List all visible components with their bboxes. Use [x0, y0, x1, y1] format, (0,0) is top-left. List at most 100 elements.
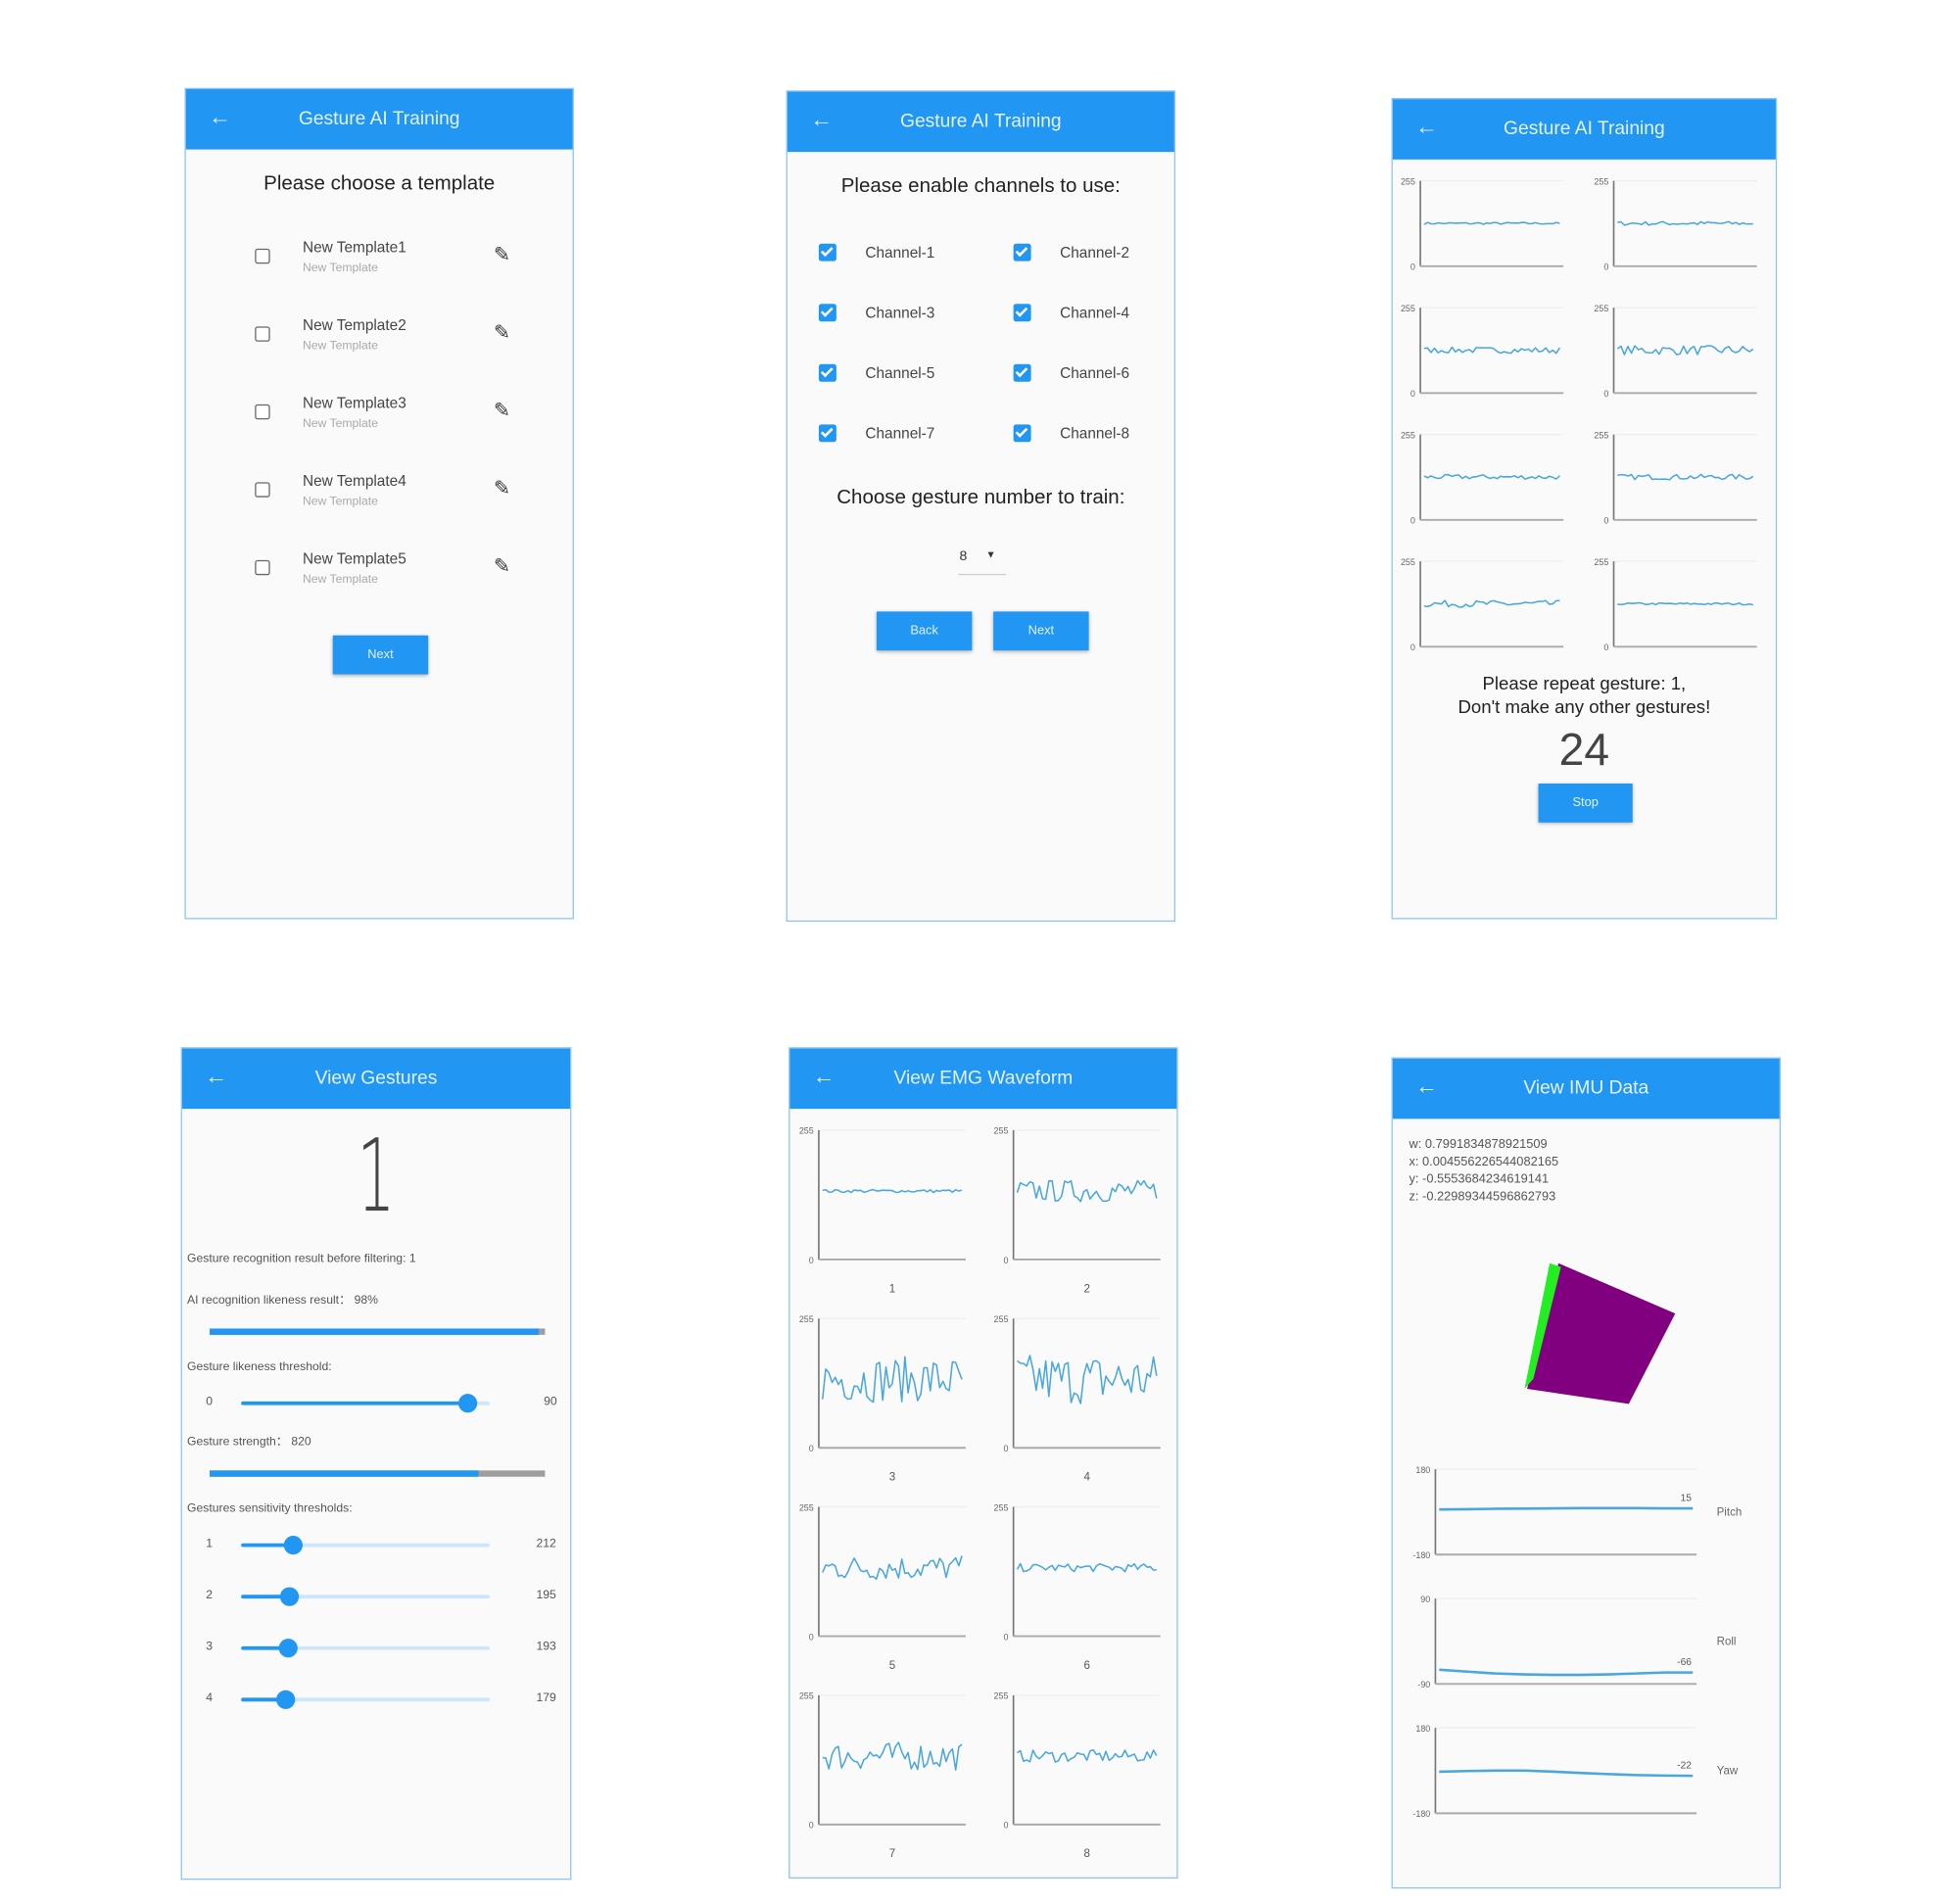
waveform-line [1617, 601, 1753, 606]
sensitivity-slider[interactable] [241, 1690, 491, 1709]
gesture-id: 1 [206, 1537, 214, 1551]
channel-checkbox[interactable] [1013, 243, 1031, 262]
pencil-icon[interactable]: ✎ [493, 400, 511, 422]
channel-item[interactable]: Channel-7 [818, 421, 970, 447]
emg-chart: 255 0 3 [799, 1314, 966, 1484]
y-max-label: 255 [994, 1314, 1009, 1324]
strength-label: Gesture strength： 820 [187, 1435, 311, 1450]
channel-label: Channel-5 [865, 363, 935, 382]
template-subtitle: New Template [302, 416, 378, 431]
channel-item[interactable]: Channel-4 [1013, 300, 1165, 325]
back-button[interactable]: Back [876, 611, 973, 651]
channel-checkbox[interactable] [1013, 363, 1031, 382]
template-name: New Template1 [302, 238, 406, 257]
channel-checkbox[interactable] [818, 363, 836, 382]
app-bar: ← View IMU Data [1392, 1058, 1780, 1119]
template-checkbox[interactable] [255, 482, 270, 498]
channel-checkbox[interactable] [818, 304, 836, 322]
arrow-left-icon[interactable]: ← [208, 104, 231, 130]
y-max-label: 255 [1401, 176, 1415, 186]
template-item[interactable]: New Template3 New Template ✎ [236, 383, 525, 433]
channel-item[interactable]: Channel-6 [1013, 360, 1165, 386]
stop-button[interactable]: Stop [1538, 784, 1633, 823]
recognized-gesture: 1 [357, 1118, 396, 1235]
sensitivity-slider[interactable] [241, 1536, 491, 1555]
app-title: View IMU Data [1523, 1077, 1649, 1099]
screen-choose-template: ← Gesture AI Training Please choose a te… [184, 87, 574, 920]
channel-label: 2 [1083, 1283, 1089, 1295]
arrow-left-icon[interactable]: ← [1414, 114, 1439, 140]
y-min-label: 0 [1004, 1632, 1009, 1642]
y-max-label: 180 [1415, 1465, 1430, 1475]
channel-checkbox[interactable] [818, 243, 836, 262]
sensitivity-row: 1 212 [182, 1536, 573, 1555]
y-min-label: 0 [809, 1256, 814, 1265]
template-item[interactable]: New Template4 New Template ✎ [236, 461, 525, 511]
template-item[interactable]: New Template1 New Template ✎ [236, 227, 525, 277]
channel-checkbox[interactable] [1013, 424, 1031, 443]
y-max-label: 255 [1594, 557, 1608, 567]
y-min-label: -180 [1412, 1809, 1430, 1819]
emg-chart: 255 0 [1594, 304, 1757, 399]
screen-emg-waveform: ← View EMG Waveform 255 0 1 255 0 2 255 0 3 255 0 4… [788, 1047, 1178, 1880]
slider-fill [241, 1595, 289, 1599]
channel-item[interactable]: Channel-8 [1013, 421, 1165, 447]
pencil-icon[interactable]: ✎ [493, 322, 511, 345]
quaternion-readout: w: 0.7991834878921509 x: 0.0045562265440… [1410, 1136, 1559, 1207]
pencil-icon[interactable]: ✎ [493, 245, 511, 266]
sensitivity-slider[interactable] [241, 1639, 491, 1658]
y-min-label: 0 [1410, 516, 1415, 526]
arrow-left-icon[interactable]: ← [812, 1063, 836, 1089]
template-checkbox[interactable] [255, 248, 270, 264]
app-title: Gesture AI Training [298, 108, 460, 130]
channel-label: Channel-4 [1060, 304, 1130, 322]
countdown: 24 [1558, 723, 1610, 776]
template-item[interactable]: New Template2 New Template ✎ [236, 306, 525, 356]
channel-checkbox[interactable] [1013, 304, 1031, 322]
template-name: New Template4 [302, 472, 406, 491]
template-name: New Template3 [302, 394, 406, 412]
channel-item[interactable]: Channel-1 [818, 240, 970, 265]
channel-checkbox[interactable] [818, 424, 836, 443]
threshold-slider[interactable] [241, 1394, 491, 1413]
y-min-label: 0 [809, 1632, 814, 1642]
template-name: New Template2 [302, 316, 406, 335]
quaternion-x: x: 0.004556226544082165 [1409, 1155, 1559, 1169]
arrow-left-icon[interactable]: ← [809, 106, 834, 132]
slider-thumb[interactable] [275, 1690, 295, 1709]
channel-label: 8 [1083, 1848, 1089, 1860]
cube-face [1527, 1262, 1676, 1404]
waveform-line [1439, 1506, 1694, 1511]
template-checkbox[interactable] [255, 559, 270, 576]
sensitivity-slider[interactable] [241, 1587, 491, 1606]
slider-thumb[interactable] [283, 1536, 303, 1555]
template-subtitle: New Template [302, 339, 378, 354]
waveform-line [1617, 220, 1753, 226]
y-min-label: 0 [1004, 1821, 1009, 1831]
emg-chart: 255 0 6 [994, 1502, 1161, 1672]
slider-thumb[interactable] [279, 1587, 299, 1606]
orientation-cube [1524, 1262, 1676, 1404]
y-min-label: 0 [1004, 1444, 1009, 1453]
channel-item[interactable]: Channel-5 [818, 360, 970, 386]
y-max-label: 180 [1415, 1724, 1430, 1734]
screen-enable-channels: ← Gesture AI Training Please enable chan… [786, 90, 1176, 923]
y-min-label: 0 [809, 1821, 814, 1831]
pencil-icon[interactable]: ✎ [493, 478, 511, 500]
template-checkbox[interactable] [255, 326, 270, 342]
emg-chart: 255 0 5 [799, 1502, 966, 1672]
waveform-line [1423, 599, 1560, 608]
gesture-number-dropdown[interactable]: 8 ▼ [958, 547, 1006, 576]
channel-item[interactable]: Channel-2 [1013, 240, 1165, 265]
next-button[interactable]: Next [993, 611, 1089, 651]
slider-thumb[interactable] [458, 1394, 478, 1413]
arrow-left-icon[interactable]: ← [204, 1063, 228, 1089]
template-item[interactable]: New Template5 New Template ✎ [236, 539, 525, 589]
slider-thumb[interactable] [278, 1639, 299, 1658]
next-button[interactable]: Next [332, 635, 429, 675]
channel-item[interactable]: Channel-3 [818, 300, 970, 325]
pencil-icon[interactable]: ✎ [493, 555, 511, 578]
arrow-left-icon[interactable]: ← [1414, 1073, 1439, 1099]
template-checkbox[interactable] [255, 404, 270, 420]
sensitivity-value: 193 [536, 1640, 556, 1654]
